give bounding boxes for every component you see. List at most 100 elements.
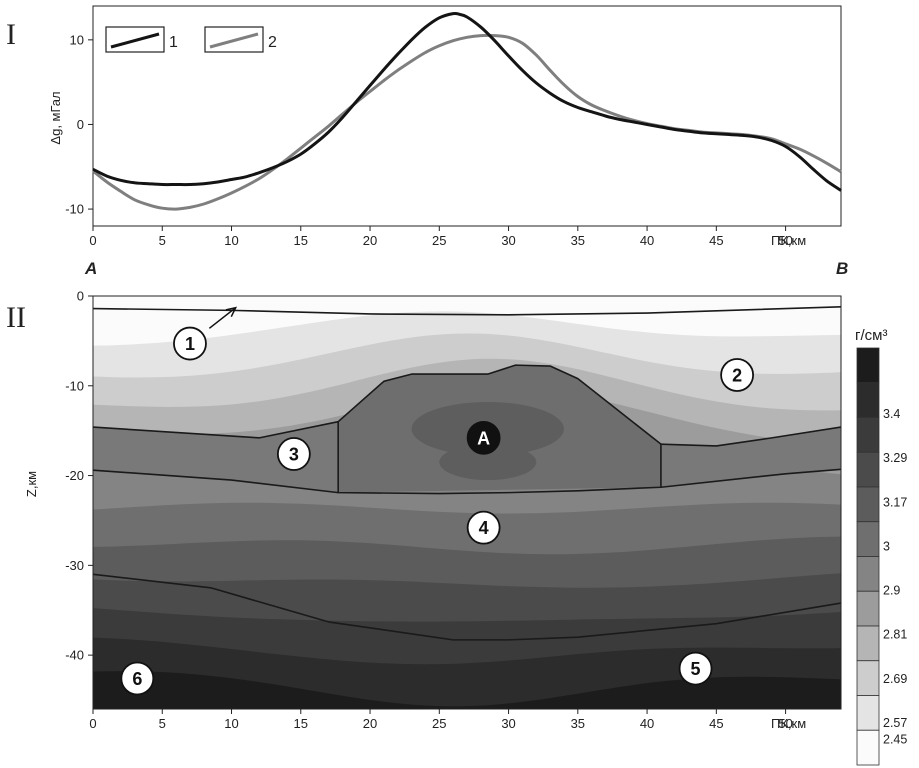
boundary-lines bbox=[93, 305, 841, 641]
bottom-x-tick-label: 35 bbox=[571, 716, 585, 731]
colorbar-swatch bbox=[856, 556, 880, 592]
colorbar-label: 2.81 bbox=[883, 628, 907, 642]
region-marker-A: A bbox=[477, 428, 490, 448]
colorbar: г/см³ 3.4 3.29 3.17 3 2.9 2.81 2.69 2.57 2.45 bbox=[855, 327, 907, 766]
boundary-line bbox=[93, 305, 841, 316]
colorbar-swatch bbox=[856, 660, 880, 696]
colorbar-swatch bbox=[856, 729, 880, 766]
legend: 1 2 bbox=[105, 26, 277, 53]
colorbar-label: 2.9 bbox=[883, 584, 900, 598]
colorbar-swatch bbox=[856, 347, 880, 384]
top-x-tick-label: 40 bbox=[640, 233, 654, 248]
region-marker-4-circle bbox=[466, 510, 501, 545]
bottom-x-tick-label: 45 bbox=[709, 716, 723, 731]
region-marker-3-circle bbox=[276, 437, 311, 471]
arrow-shaft bbox=[208, 307, 237, 329]
region-marker-1-circle bbox=[173, 326, 207, 361]
top-x-tick-label: 20 bbox=[363, 233, 377, 248]
series-1-line bbox=[92, 11, 842, 192]
legend-label-1: 1 bbox=[169, 34, 178, 51]
region-marker-6: 6 bbox=[132, 669, 142, 689]
top-x-tick-label: 0 bbox=[89, 233, 96, 248]
bottom-x-tick-label: 50 bbox=[778, 716, 792, 731]
top-x-axis-label: ПК,км bbox=[771, 233, 806, 248]
bottom-y-axis-label: Z,км bbox=[24, 471, 39, 497]
boundary-line bbox=[93, 420, 339, 439]
colorbar-swatch bbox=[856, 451, 880, 488]
top-x-tick-label: 15 bbox=[294, 233, 308, 248]
region-marker-5-circle bbox=[678, 651, 713, 686]
arrow-head bbox=[225, 306, 238, 317]
colorbar-swatch bbox=[856, 590, 880, 627]
bottom-x-tick-label: 30 bbox=[501, 716, 515, 731]
bottom-x-tick-label: 25 bbox=[432, 716, 446, 731]
colorbar-label: 2.69 bbox=[883, 672, 907, 686]
bottom-x-axis: 0 5 10 15 20 25 30 35 40 45 50 bbox=[89, 709, 793, 731]
bottom-x-tick-label: 40 bbox=[640, 716, 654, 731]
boundary-line bbox=[337, 364, 662, 493]
colorbar-label: 2.57 bbox=[883, 716, 907, 730]
layer-3-left-fill bbox=[93, 421, 339, 493]
top-y-tick-label: 0 bbox=[77, 117, 84, 132]
top-x-tick-label: 35 bbox=[571, 233, 585, 248]
boundary-line bbox=[93, 573, 841, 641]
bottom-x-tick-label: 20 bbox=[363, 716, 377, 731]
panel-label-bottom: II bbox=[6, 301, 26, 334]
panel-label-top: I bbox=[6, 18, 16, 51]
profile-end-label: B bbox=[836, 259, 848, 278]
bottom-x-tick-label: 10 bbox=[224, 716, 238, 731]
profile-start-label: A bbox=[84, 259, 97, 278]
region-marker-1: 1 bbox=[185, 334, 195, 354]
bottom-y-axis: 0 -10 -20 -30 -40 bbox=[65, 289, 93, 663]
colorbar-swatch bbox=[856, 521, 880, 557]
colorbar-swatch bbox=[856, 695, 880, 731]
region-marker-2: 2 bbox=[732, 366, 742, 386]
colorbar-swatch bbox=[856, 625, 880, 662]
density-bands bbox=[93, 296, 841, 709]
bottom-y-tick-label: -10 bbox=[65, 378, 84, 393]
bottom-x-axis-label: ПК,км bbox=[771, 716, 806, 731]
legend-swatch-1 bbox=[110, 32, 160, 49]
body-a-core-lower bbox=[439, 444, 537, 481]
region-markers: 1 2 3 A 4 5 6 bbox=[120, 326, 755, 696]
colorbar-label: 3.17 bbox=[883, 495, 907, 509]
bottom-y-tick-label: -40 bbox=[65, 648, 84, 663]
colorbar-swatch bbox=[856, 382, 880, 418]
region-marker-3: 3 bbox=[289, 445, 299, 465]
density-band bbox=[93, 296, 841, 346]
bottom-x-tick-label: 15 bbox=[294, 716, 308, 731]
region-marker-4: 4 bbox=[479, 518, 489, 538]
gravity-anomaly-chart: 10 0 -10 0 5 10 15 20 25 30 35 40 45 50 Δg, мГал ПК,… bbox=[48, 5, 842, 248]
region-marker-6-circle bbox=[120, 661, 155, 696]
colorbar-swatch bbox=[856, 486, 880, 523]
legend-label-2: 2 bbox=[268, 34, 277, 51]
region-marker-2-circle bbox=[720, 358, 755, 392]
top-x-tick-label: 5 bbox=[159, 233, 166, 248]
top-x-axis: 0 5 10 15 20 25 30 35 40 45 50 bbox=[89, 226, 793, 248]
density-section-chart: 0-10-20-30-40 0 5 10 15 20 25 30 35 40 45 50 Z,км … bbox=[24, 289, 842, 731]
boundary-line bbox=[660, 426, 841, 447]
bottom-y-tick-label: 0 bbox=[77, 289, 84, 304]
top-y-tick-label: 10 bbox=[70, 32, 84, 47]
bottom-plot-frame bbox=[92, 295, 842, 710]
top-x-tick-label: 30 bbox=[501, 233, 515, 248]
top-x-tick-label: 45 bbox=[709, 233, 723, 248]
top-y-tick-label: -10 bbox=[65, 202, 84, 217]
top-y-axis-label: Δg, мГал bbox=[48, 91, 63, 144]
arrow-annotation bbox=[208, 306, 238, 329]
colorbar-label: 3.29 bbox=[883, 451, 907, 465]
colorbar-label: 2.45 bbox=[883, 732, 907, 746]
top-x-tick-label: 25 bbox=[432, 233, 446, 248]
colorbar-swatch bbox=[856, 417, 880, 453]
top-x-tick-label: 10 bbox=[224, 233, 238, 248]
bottom-x-tick-label: 0 bbox=[89, 716, 96, 731]
colorbar-label: 3.4 bbox=[883, 407, 900, 421]
region-marker-A-circle bbox=[466, 420, 501, 455]
bottom-y-tick-label: -30 bbox=[65, 558, 84, 573]
colorbar-title: г/см³ bbox=[855, 327, 887, 344]
bottom-x-tick-label: 5 bbox=[159, 716, 166, 731]
boundary-line bbox=[93, 468, 841, 495]
top-y-axis: 10 0 -10 bbox=[65, 32, 93, 217]
top-x-tick-label: 50 bbox=[778, 233, 792, 248]
